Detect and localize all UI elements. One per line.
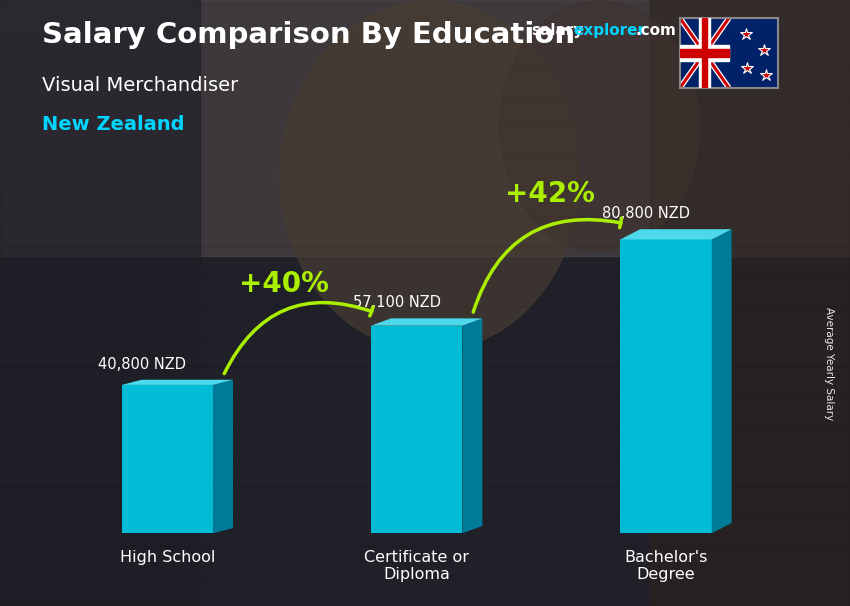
Polygon shape [462,318,482,533]
Polygon shape [122,385,213,533]
Polygon shape [122,380,233,385]
Text: Salary Comparison By Education: Salary Comparison By Education [42,21,575,49]
Bar [699,18,711,88]
Bar [680,45,728,61]
Bar [680,49,728,57]
Text: explorer: explorer [574,23,646,38]
Text: +40%: +40% [239,270,329,298]
Text: .com: .com [636,23,677,38]
Polygon shape [371,318,482,325]
Text: New Zealand: New Zealand [42,115,185,134]
Polygon shape [620,239,711,533]
Bar [701,18,707,88]
Text: 57,100 NZD: 57,100 NZD [353,295,441,310]
Text: Average Yearly Salary: Average Yearly Salary [824,307,834,420]
Polygon shape [620,229,732,239]
Text: 40,800 NZD: 40,800 NZD [99,357,186,371]
Polygon shape [213,380,233,533]
Ellipse shape [500,1,700,251]
Ellipse shape [280,1,580,351]
Text: salary: salary [531,23,584,38]
Text: +42%: +42% [505,180,595,208]
Text: Visual Merchandiser: Visual Merchandiser [42,76,239,95]
Polygon shape [711,229,732,533]
Polygon shape [371,325,462,533]
Text: 80,800 NZD: 80,800 NZD [602,206,690,221]
